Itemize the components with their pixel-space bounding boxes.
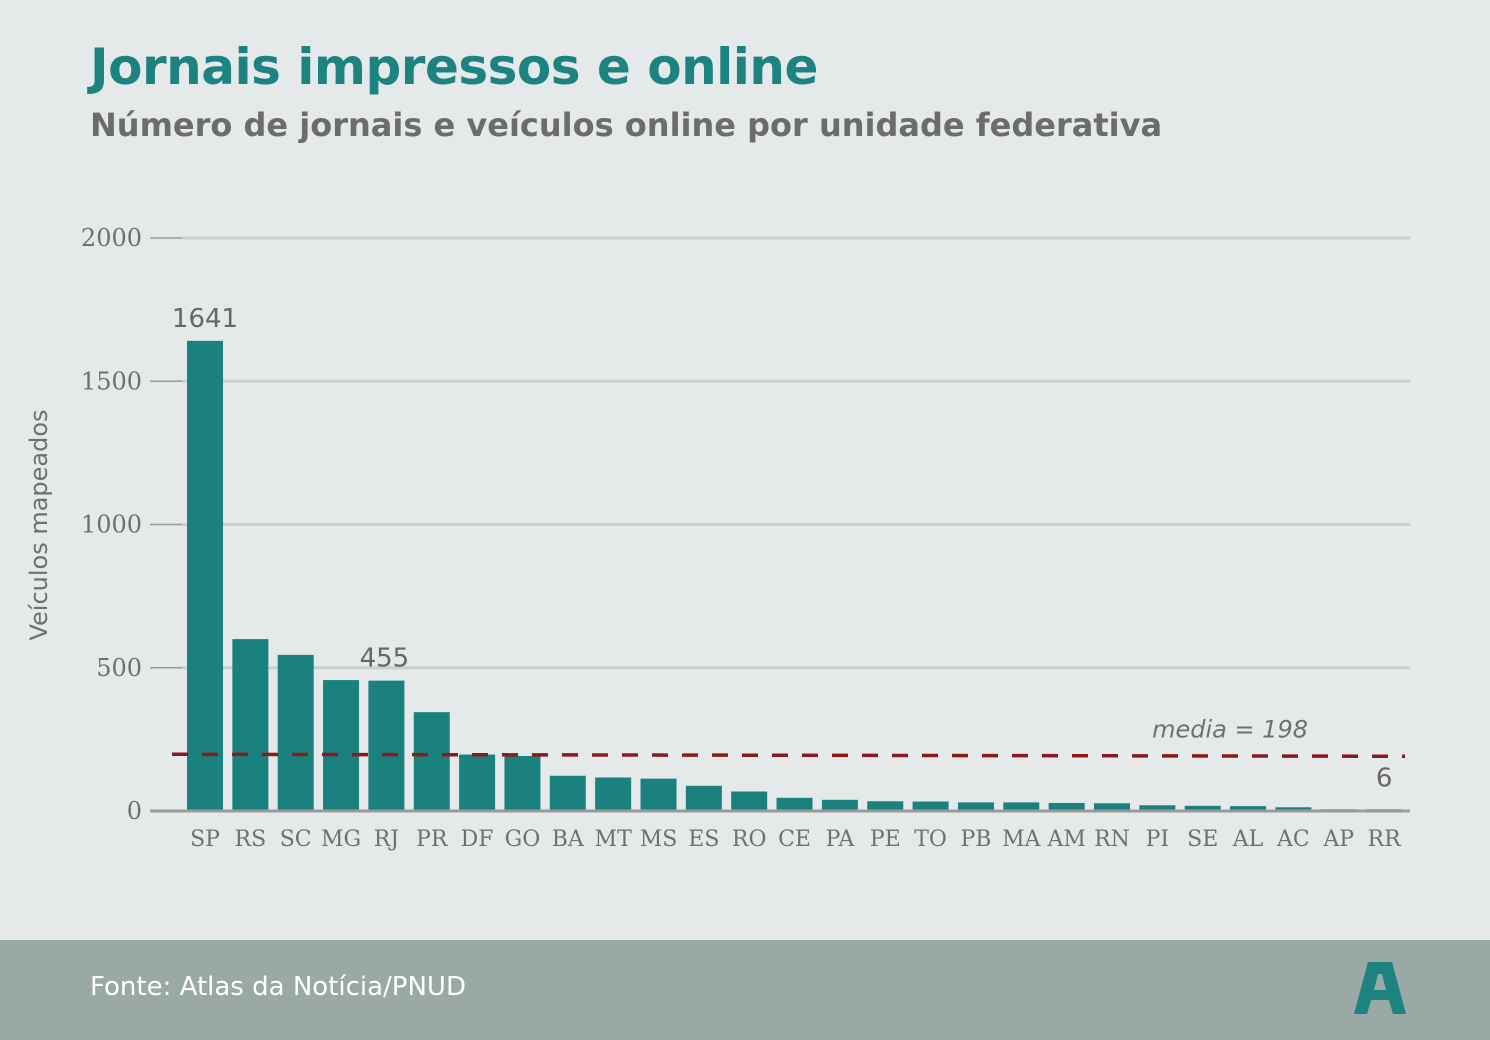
bar-ac (1275, 807, 1312, 811)
x-tick-label: AC (1276, 827, 1310, 852)
bar-pr (413, 712, 450, 811)
data-label-sp: 1641 (172, 304, 238, 334)
x-tick-label: MA (1002, 827, 1042, 852)
bar-pi (1139, 805, 1176, 811)
x-tick-label: RR (1368, 827, 1403, 852)
x-tick-label: RS (235, 827, 267, 852)
bar-se (1184, 805, 1221, 811)
bar-es (685, 785, 722, 811)
atlas-logo-icon (1354, 962, 1406, 1014)
mean-line (171, 752, 1406, 759)
x-tick-label: PB (960, 827, 991, 852)
y-tick-label: 1500 (81, 367, 142, 395)
source-note: Fonte: Atlas da Notícia/PNUD (90, 972, 466, 1002)
bar-pb (957, 802, 994, 811)
bar-pe (867, 801, 904, 811)
bar-sp (187, 340, 223, 811)
x-tick-label: SE (1187, 827, 1218, 852)
bar-ma (1003, 802, 1040, 811)
bar-mg (323, 680, 360, 811)
bar-mt (595, 777, 632, 811)
x-tick-label: GO (505, 827, 541, 852)
x-tick-label: MT (595, 827, 633, 852)
chart-subtitle: Número de jornais e veículos online por … (90, 106, 1163, 144)
footer: Fonte: Atlas da Notícia/PNUD (0, 940, 1490, 1040)
x-tick-label: MS (640, 827, 678, 852)
bar-am (1048, 802, 1085, 811)
x-tick-label: PE (870, 827, 901, 852)
bar-rn (1094, 803, 1130, 811)
bar-ro (731, 791, 768, 811)
x-tick-label: SC (280, 827, 312, 852)
bar-to (912, 801, 949, 811)
y-axis-label: Veículos mapeados (25, 409, 53, 640)
mean-label: media = 198 (1152, 715, 1308, 743)
y-tick-label: 0 (127, 797, 142, 825)
data-label-rr: 6 (1376, 763, 1393, 793)
x-tick-label: BA (552, 827, 585, 852)
bar-rj (368, 680, 405, 811)
x-tick-label: AM (1046, 827, 1085, 852)
bar-ce (776, 797, 813, 811)
bar-sc (277, 654, 314, 811)
y-tick-label: 2000 (81, 224, 142, 252)
bar-df (459, 754, 496, 811)
y-tick-label: 1000 (81, 511, 142, 539)
bar-go (504, 755, 541, 811)
bar-ms (640, 778, 677, 811)
x-tick-label: AL (1232, 827, 1264, 852)
x-tick-label: RO (732, 827, 767, 852)
data-label-rj: 455 (360, 644, 410, 674)
x-tick-label: PA (826, 827, 856, 852)
x-tick-label: CE (778, 827, 811, 852)
x-tick-label: AP (1322, 827, 1354, 852)
bar-ba (549, 775, 586, 811)
chart-title: Jornais impressos e online (90, 38, 818, 96)
x-tick-label: SP (190, 827, 220, 852)
x-tick-label: TO (914, 827, 947, 852)
x-tick-label: MG (321, 827, 361, 852)
x-tick-label: RN (1094, 827, 1130, 852)
bar-chart: 0 500 1000 1500 2000 Veículos mapeados SP RS SC M… (25, 224, 1410, 852)
x-tick-label: PR (416, 827, 449, 852)
x-tick-label: PI (1146, 827, 1170, 852)
bar-pa (821, 799, 858, 811)
x-tick-label: DF (461, 827, 494, 852)
bar-rs (232, 639, 269, 811)
x-tick-label: RJ (374, 827, 399, 852)
y-tick-label: 500 (96, 654, 142, 682)
x-tick-label: ES (688, 827, 719, 852)
bar-al (1230, 806, 1267, 811)
